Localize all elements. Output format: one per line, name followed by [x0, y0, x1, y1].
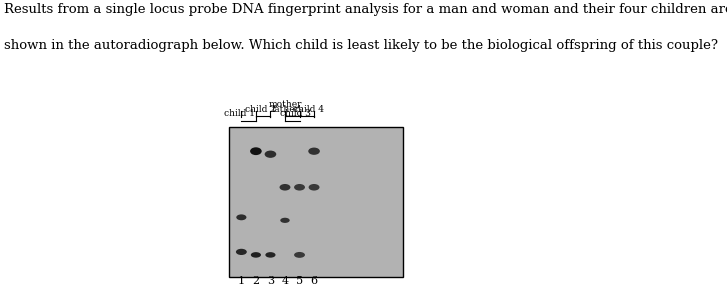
Text: 6: 6 [310, 276, 318, 286]
Text: 5: 5 [296, 276, 303, 286]
Text: 3: 3 [267, 276, 274, 286]
Text: shown in the autoradiograph below. Which child is least likely to be the biologi: shown in the autoradiograph below. Which… [4, 39, 718, 52]
Text: child 2: child 2 [245, 105, 276, 114]
Ellipse shape [250, 147, 262, 155]
Ellipse shape [265, 151, 276, 158]
Text: mother: mother [268, 100, 302, 109]
Text: Results from a single locus probe DNA fingerprint analysis for a man and woman a: Results from a single locus probe DNA fi… [4, 3, 727, 16]
Ellipse shape [281, 218, 290, 223]
Ellipse shape [236, 249, 247, 255]
Ellipse shape [308, 148, 320, 155]
Ellipse shape [251, 252, 261, 258]
Ellipse shape [265, 252, 276, 258]
Ellipse shape [309, 184, 320, 190]
Ellipse shape [294, 252, 305, 258]
Text: 1: 1 [238, 276, 245, 286]
Bar [229, 127, 403, 277]
Text: child 3: child 3 [281, 110, 311, 118]
Ellipse shape [294, 184, 305, 190]
Ellipse shape [280, 184, 291, 190]
Ellipse shape [236, 214, 246, 220]
Text: 4: 4 [281, 276, 289, 286]
Text: 2: 2 [252, 276, 260, 286]
Text: child 1: child 1 [225, 110, 255, 118]
Text: child 4: child 4 [294, 105, 324, 114]
Text: father: father [272, 105, 300, 114]
